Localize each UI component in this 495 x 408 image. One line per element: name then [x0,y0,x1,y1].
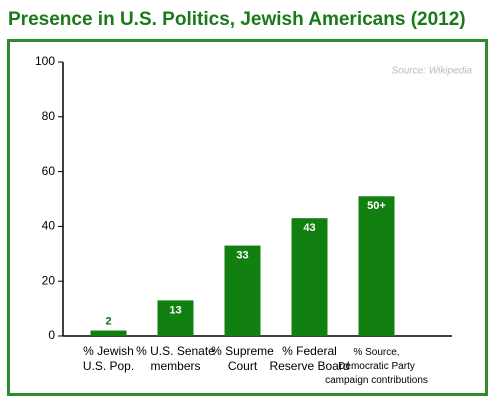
data-label: 13 [169,304,181,316]
y-tick-label: 20 [42,273,56,287]
y-tick-label: 80 [42,109,56,123]
bar [157,300,194,336]
y-tick-label: 40 [42,219,56,233]
x-tick-label: % Jewish U.S. Pop. [83,344,134,373]
x-tick-label: % Source, Democratic Party campaign contri… [325,347,428,386]
y-tick-label: 0 [48,328,55,342]
bar [291,218,328,336]
data-label: 33 [236,249,248,261]
chart-frame [7,39,488,396]
data-label: 50+ [367,200,386,212]
x-tick-label: % U.S. Senate members [136,344,215,373]
chart-title: Presence in U.S. Politics, Jewish Americ… [8,9,466,30]
data-label: 43 [303,222,315,234]
x-tick-label: % Supreme Court [211,344,274,373]
bar [358,196,395,336]
y-tick-label: 100 [35,54,55,68]
bar [224,245,261,336]
source-note: Source: Wikipedia [391,66,472,77]
data-label: 2 [105,315,111,327]
x-tick-label: % Federal Reserve Board [269,344,349,373]
y-tick-label: 60 [42,164,56,178]
bar [90,330,127,336]
